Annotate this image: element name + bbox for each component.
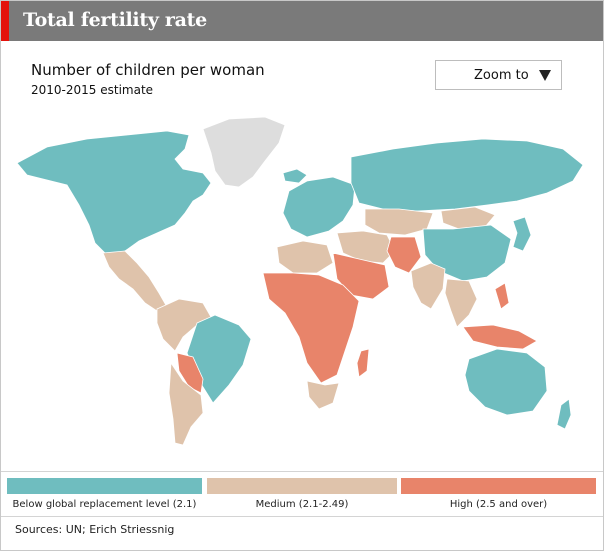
- divider: [1, 516, 603, 517]
- region-new-zealand[interactable]: [556, 398, 572, 430]
- region-north-america[interactable]: [16, 130, 212, 256]
- legend-swatch-medium: [207, 478, 397, 494]
- region-japan-korea[interactable]: [512, 216, 532, 252]
- chart-title: Total fertility rate: [23, 9, 207, 31]
- chart-subnote: 2010-2015 estimate: [31, 83, 154, 97]
- world-map[interactable]: [7, 113, 599, 453]
- legend-swatch-high: [401, 478, 596, 494]
- region-southern-cone[interactable]: [168, 361, 204, 446]
- region-india[interactable]: [410, 262, 446, 310]
- region-mexico-central-america[interactable]: [102, 250, 168, 312]
- region-sub-saharan-africa[interactable]: [262, 272, 360, 384]
- region-iceland[interactable]: [282, 168, 308, 184]
- legend-swatch-low: [7, 478, 202, 494]
- region-middle-east[interactable]: [336, 230, 396, 264]
- legend-label-low: Below global replacement level (2.1): [12, 499, 197, 510]
- region-europe[interactable]: [282, 176, 356, 238]
- region-greenland[interactable]: [202, 116, 286, 188]
- region-southeast-asia-mainland[interactable]: [444, 278, 478, 328]
- sources-note: Sources: UN; Erich Striessnig: [15, 523, 175, 536]
- legend-label-high: High (2.5 and over): [449, 499, 548, 510]
- zoom-dropdown-label: Zoom to: [474, 68, 529, 83]
- region-pakistan-afghanistan[interactable]: [386, 236, 422, 274]
- region-central-asia[interactable]: [364, 208, 434, 236]
- title-bar: Total fertility rate: [1, 1, 603, 41]
- region-madagascar[interactable]: [356, 348, 370, 378]
- brand-accent: [1, 1, 9, 41]
- divider: [1, 471, 603, 472]
- region-north-africa-west[interactable]: [276, 240, 334, 274]
- region-south-africa[interactable]: [306, 380, 340, 410]
- region-russia[interactable]: [350, 138, 584, 212]
- caret-down-icon: [539, 70, 551, 81]
- legend-label-medium: Medium (2.1-2.49): [255, 499, 349, 510]
- region-northern-south-america[interactable]: [156, 298, 212, 352]
- region-saudi-egypt-sahel[interactable]: [332, 252, 390, 300]
- zoom-dropdown[interactable]: Zoom to: [435, 60, 562, 90]
- region-bolivia-paraguay[interactable]: [176, 352, 204, 394]
- region-australia[interactable]: [464, 348, 548, 416]
- region-indonesia-philippines[interactable]: [462, 282, 538, 350]
- chart-subtitle: Number of children per woman: [31, 61, 265, 79]
